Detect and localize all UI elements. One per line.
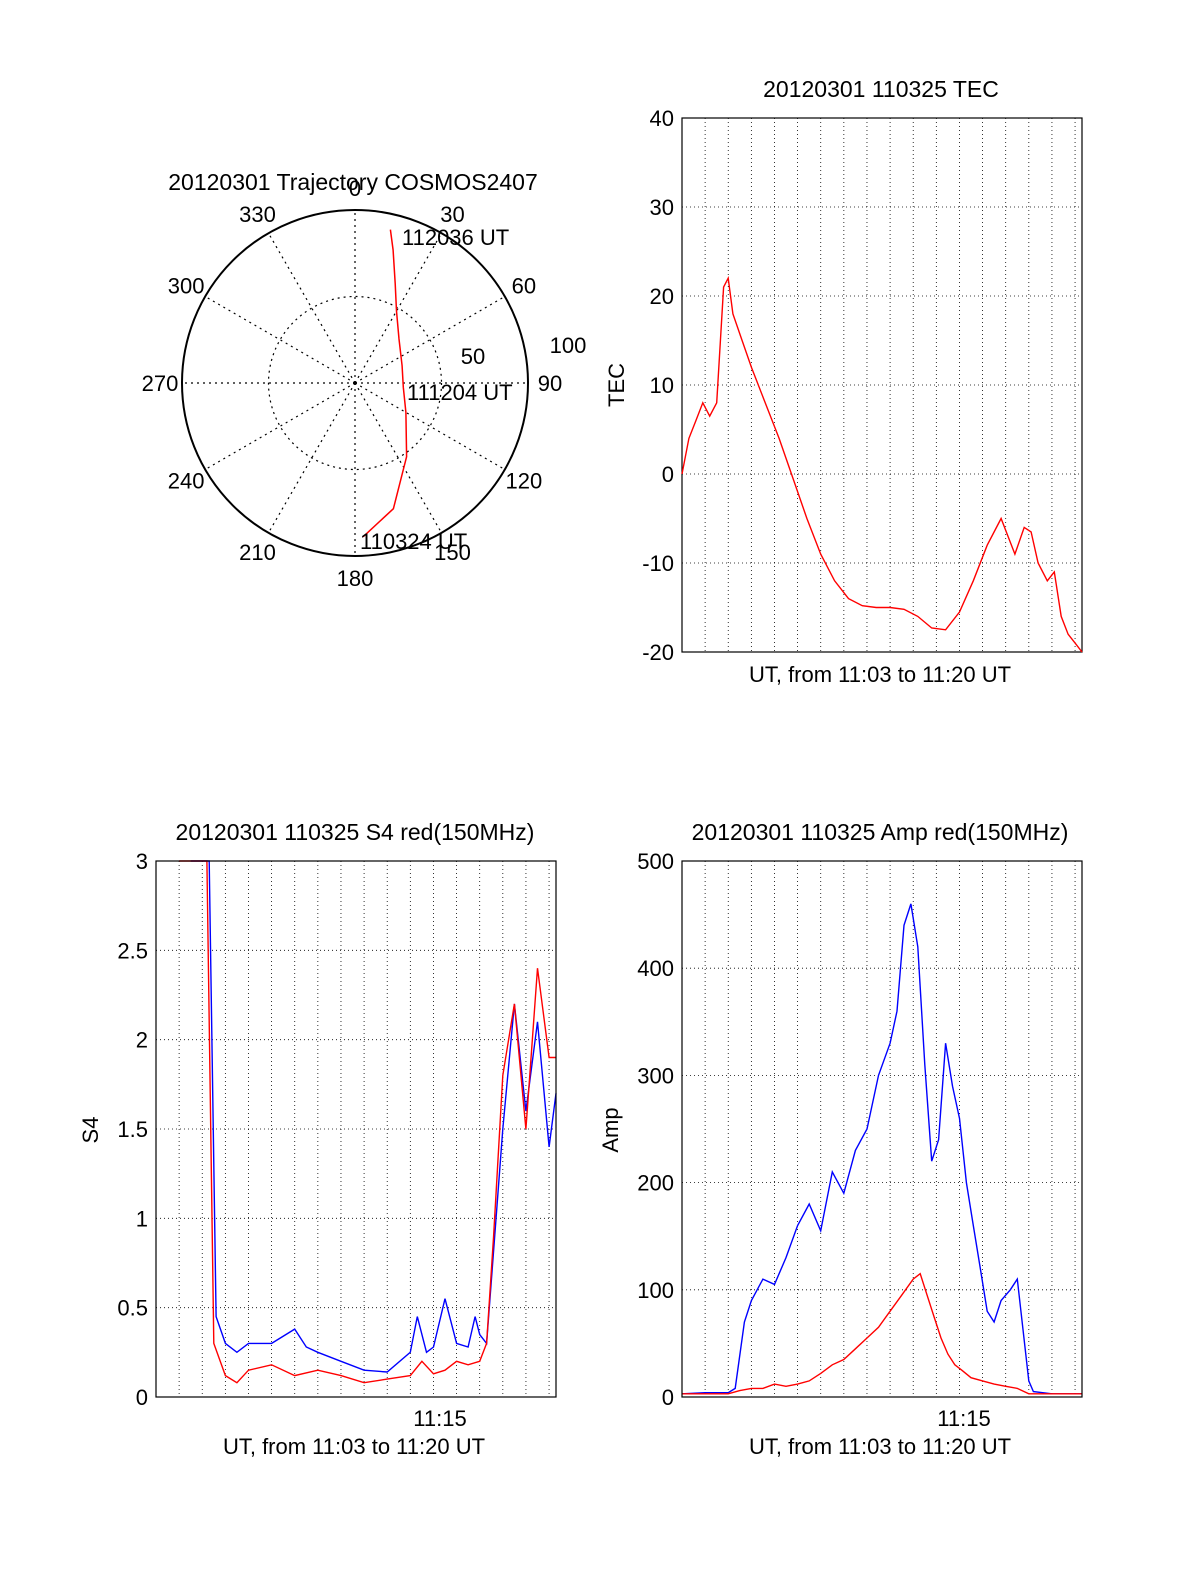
amp-x-label: UT, from 11:03 to 11:20 UT [749,1434,1011,1459]
s4-y-tick-3: 3 [136,849,148,874]
amp-title: 20120301 110325 Amp red(150MHz) [692,819,1069,845]
polar-angle-label-60: 60 [512,274,536,299]
tec-y-tick--10: -10 [642,551,674,576]
amp-y-tick-400: 400 [637,956,674,981]
amp-series-blue [681,903,1082,1395]
s4-plot: 20120301 110325 S4 red(150MHz) 0 0.5 1 1.5 2… [78,819,557,1459]
polar-angle-label-300: 300 [168,274,205,299]
polar-angle-label-180: 180 [337,566,374,591]
polar-angle-label-120: 120 [506,469,543,494]
polar-spoke-210 [267,382,356,534]
tec-axes-frame [681,117,1083,653]
s4-y-tick-2: 2 [136,1028,148,1053]
s4-y-tick-0.5: 0.5 [117,1296,148,1321]
s4-y-tick-0: 0 [136,1385,148,1410]
tec-series-group [681,275,1083,653]
amp-series-group [681,903,1082,1395]
track-end-label: 110324 UT [360,529,467,554]
s4-series-red [179,860,556,1384]
polar-spoke-240 [204,382,356,471]
polar-angle-label-210: 210 [239,540,276,565]
s4-y-tick-1.5: 1.5 [117,1117,148,1142]
tec-y-tick-20: 20 [650,284,674,309]
polar-spoke-30 [354,232,443,384]
polar-angle-label-240: 240 [168,469,205,494]
trajectory-track [362,229,408,538]
tec-y-tick-10: 10 [650,373,674,398]
polar-angle-label-0: 0 [349,176,361,201]
s4-axes-frame [155,860,557,1398]
polar-angle-labels: 0 30 60 90 120 150 180 210 240 270 300 330 [142,176,563,591]
polar-spoke-120 [354,382,506,471]
amp-plot: 20120301 110325 Amp red(150MHz) 0 100 200 3… [598,819,1083,1459]
track-start-label: 112036 UT [402,225,509,250]
s4-series-group [179,860,557,1384]
amp-y-tick-100: 100 [637,1278,674,1303]
tec-series-TEC [681,275,1083,653]
tec-y-tick-30: 30 [650,195,674,220]
polar-outer-ring [181,209,529,557]
polar-angle-label-270: 270 [142,371,179,396]
polar-angle-label-150: 150 [434,540,471,565]
polar-spoke-60 [354,295,506,384]
amp-axes-frame [681,860,1083,1398]
radial-tick-100: 100 [550,333,587,358]
s4-series-blue [190,860,557,1373]
tec-y-tick-40: 40 [650,106,674,131]
polar-angle-label-330: 330 [239,202,276,227]
polar-angle-label-30: 30 [440,202,464,227]
s4-x-tick-1115: 11:15 [413,1406,466,1431]
s4-x-label: UT, from 11:03 to 11:20 UT [223,1434,485,1459]
tec-y-tick-0: 0 [662,462,674,487]
track-mid-label: 111204 UT [407,380,513,405]
amp-y-tick-200: 200 [637,1171,674,1196]
tec-y-label: TEC [604,363,629,407]
polar-ring-50 [267,295,443,471]
s4-title: 20120301 110325 S4 red(150MHz) [176,819,535,845]
tec-grid [682,118,1082,652]
amp-y-label: Amp [598,1107,623,1152]
tec-x-label: UT, from 11:03 to 11:20 UT [749,662,1011,687]
amp-x-tick-1115: 11:15 [937,1406,990,1431]
amp-y-tick-0: 0 [662,1385,674,1410]
polar-spoke-330 [267,232,356,384]
amp-y-tick-300: 300 [637,1063,674,1088]
polar-spoke-300 [204,295,356,384]
polar-grid [182,210,528,556]
tec-y-ticks: -20 -10 0 10 20 30 40 [642,106,674,665]
polar-title: 20120301 Trajectory COSMOS2407 [168,169,537,195]
s4-y-tick-1: 1 [136,1206,148,1231]
s4-y-tick-2.5: 2.5 [117,938,148,963]
amp-series-red [682,1272,1082,1395]
amp-y-tick-500: 500 [637,849,674,874]
amp-y-ticks: 0 100 200 300 400 500 [637,849,674,1410]
polar-spoke-150 [354,382,443,534]
s4-y-label: S4 [78,1117,103,1144]
tec-y-tick--20: -20 [642,640,674,665]
s4-y-ticks: 0 0.5 1 1.5 2 2.5 3 [117,849,148,1410]
tec-title: 20120301 110325 TEC [763,76,999,102]
polar-trajectory-plot: 20120301 Trajectory COSMOS2407 0 30 60 90 12… [142,169,587,591]
radial-tick-50: 50 [461,344,485,369]
polar-angle-label-90: 90 [538,371,562,396]
